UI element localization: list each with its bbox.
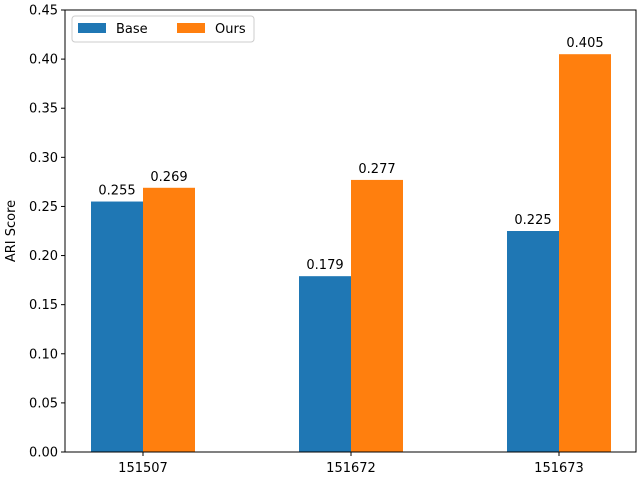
data-label-base-151673: 0.225 <box>514 213 551 228</box>
x-tick-label: 151507 <box>118 461 168 476</box>
y-tick-label: 0.15 <box>29 298 58 313</box>
y-tick-label: 0.40 <box>29 53 58 68</box>
data-label-ours-151673: 0.405 <box>566 36 603 51</box>
data-label-base-151672: 0.179 <box>306 258 343 273</box>
y-tick-label: 0.10 <box>29 347 58 362</box>
y-tick-label: 0.30 <box>29 151 58 166</box>
bar-ours-151673 <box>559 54 611 452</box>
y-tick-label: 0.25 <box>29 200 58 215</box>
data-label-ours-151672: 0.277 <box>358 162 395 177</box>
legend-swatch-base <box>78 23 106 33</box>
data-label-base-151507: 0.255 <box>98 184 135 199</box>
bar-base-151673 <box>507 231 559 452</box>
legend-label-base: Base <box>116 22 148 37</box>
data-labels-group: 0.255 0.179 0.225 0.269 0.277 0.405 <box>98 36 603 273</box>
x-tick-label: 151673 <box>534 461 584 476</box>
legend-label-ours: Ours <box>215 22 246 37</box>
bar-ours-151672 <box>351 179 403 452</box>
y-axis: 0.00 0.05 0.10 0.15 0.20 0.25 0.30 0.35 0.40 0.45 <box>29 4 65 461</box>
x-tick-label: 151672 <box>326 461 376 476</box>
legend-swatch-ours <box>177 23 205 33</box>
y-tick-label: 0.00 <box>29 446 58 461</box>
legend: Base Ours <box>71 15 255 43</box>
bar-ours-151507 <box>143 187 195 452</box>
y-tick-label: 0.45 <box>29 4 58 19</box>
x-axis: 151507 151672 151673 <box>118 452 584 476</box>
legend-box <box>71 15 255 43</box>
y-tick-label: 0.05 <box>29 396 58 411</box>
y-tick-label: 0.20 <box>29 249 58 264</box>
data-label-ours-151507: 0.269 <box>150 170 187 185</box>
y-axis-label: ARI Score <box>4 200 19 262</box>
y-tick-label: 0.35 <box>29 102 58 117</box>
bars-group <box>91 54 611 452</box>
bar-base-151672 <box>299 276 351 452</box>
bar-base-151507 <box>91 201 143 452</box>
